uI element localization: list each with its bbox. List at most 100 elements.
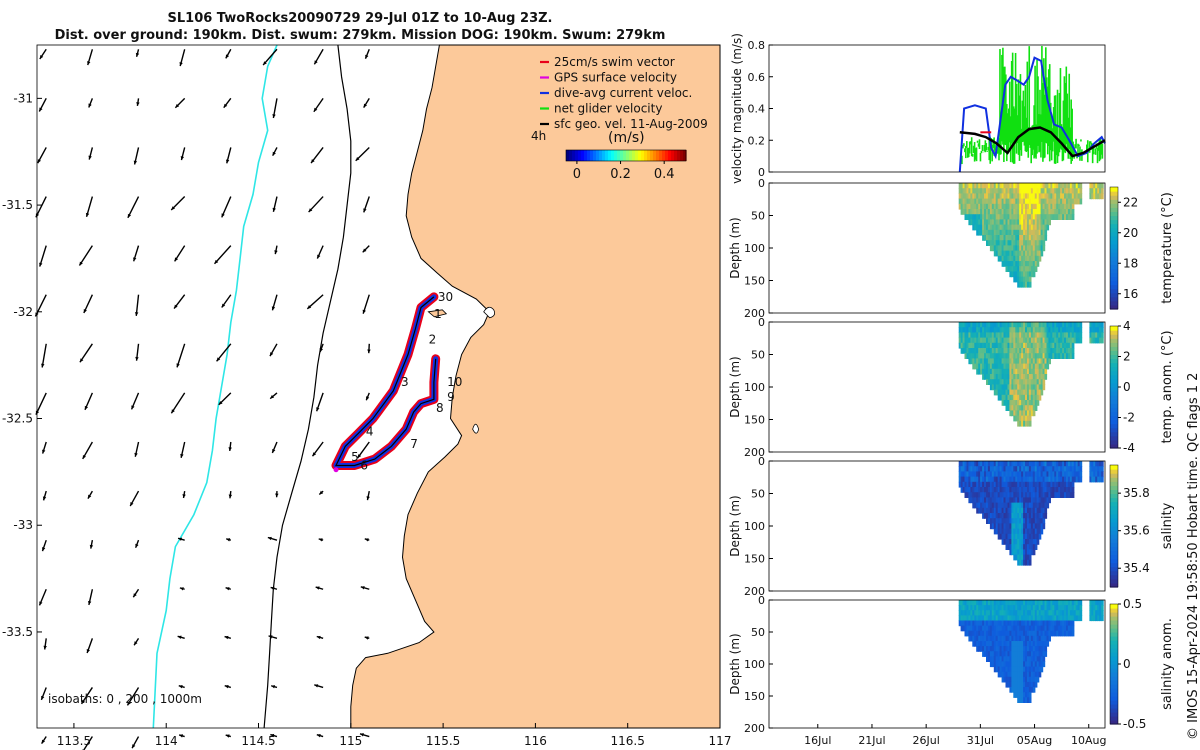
section-cell [1005, 240, 1009, 246]
glider-track [335, 296, 437, 467]
section-cell [984, 374, 987, 380]
section-cell [1009, 676, 1012, 683]
colorbar-cell [1110, 374, 1118, 380]
section-cell [1036, 476, 1040, 483]
colorbar-cell [1110, 570, 1118, 576]
section-cell [1013, 266, 1016, 272]
colorbar-cell [635, 150, 639, 161]
section-cell [1036, 523, 1040, 530]
section-cell [1005, 471, 1009, 478]
section-cell [970, 487, 973, 493]
section-cell [1015, 332, 1018, 339]
section-cell [1030, 502, 1034, 509]
section-cell [1013, 394, 1016, 401]
section-cell [1067, 183, 1071, 189]
colorbar-cell [1110, 640, 1118, 645]
section-cell [1019, 471, 1022, 478]
section-cell [978, 641, 981, 647]
section-cell [1032, 630, 1036, 637]
section-cell [991, 620, 995, 627]
section-cell [1079, 322, 1083, 328]
section-cell [1091, 193, 1094, 200]
section-cell [980, 363, 983, 370]
section-cell [960, 466, 964, 472]
section-cell [1030, 461, 1034, 467]
current-arrow-head [87, 601, 92, 605]
section-cell [1003, 497, 1007, 504]
section-cell [1001, 476, 1005, 483]
section-cell [1066, 214, 1069, 220]
section-cell [974, 203, 977, 210]
section-cell [1021, 363, 1024, 370]
section-cell [1011, 250, 1014, 257]
section-cell [995, 513, 999, 519]
section-cell [1003, 183, 1007, 189]
section-cell [1023, 661, 1026, 668]
current-arrow-head [88, 155, 92, 160]
section-cell [1021, 198, 1024, 205]
section-cell [1046, 183, 1050, 189]
section-cell [980, 337, 983, 344]
section-cell [1048, 322, 1051, 328]
section-cell [1060, 337, 1063, 344]
section-cell [1023, 671, 1026, 678]
section-cell [1101, 605, 1104, 611]
section-cell [1011, 389, 1014, 396]
section-cell [1019, 533, 1022, 540]
section-cell [1099, 322, 1102, 328]
current-arrow-head [364, 538, 369, 542]
section-cell [1021, 610, 1024, 616]
section-cell [972, 219, 975, 226]
section-cell [968, 471, 971, 478]
section-cell [1069, 198, 1073, 205]
section-cell [1027, 389, 1030, 396]
section-cell [1056, 630, 1059, 637]
section-cell [1017, 337, 1020, 344]
section-cell [1030, 600, 1034, 606]
section-cell [1091, 466, 1094, 472]
section-cell [1030, 518, 1034, 524]
colorbar-cell [662, 150, 666, 161]
section-cell [1007, 646, 1011, 652]
section-cell [1025, 502, 1028, 509]
section-cell [1079, 188, 1083, 194]
section-cell [989, 224, 993, 231]
section-cell [995, 322, 999, 328]
section-cell [999, 374, 1003, 380]
section-cell [1023, 620, 1026, 627]
section-cell [974, 198, 977, 205]
section-cell [1019, 348, 1022, 354]
colorbar-cell [1110, 239, 1118, 245]
section-cell [1038, 513, 1042, 519]
section-cell [1044, 322, 1048, 328]
section-cell [1042, 235, 1046, 241]
section-cell [1009, 224, 1012, 231]
section-cell [1028, 641, 1032, 647]
section-cell [1066, 492, 1069, 498]
colorbar-cell [1110, 284, 1118, 290]
section-cell [1060, 209, 1063, 215]
section-cell [966, 209, 970, 215]
section-cell [1066, 348, 1069, 354]
section-cell [1019, 374, 1022, 380]
section-cell [1056, 610, 1059, 616]
section-cell [1025, 481, 1028, 488]
section-cell [1030, 466, 1034, 472]
section-cell [1030, 492, 1034, 498]
section-cell [1025, 203, 1028, 210]
section-cell [1054, 492, 1057, 498]
section-cell [1058, 209, 1061, 215]
section-cell [1005, 502, 1009, 509]
section-cell [1001, 379, 1005, 385]
section-cell [968, 610, 971, 616]
section-cell [976, 193, 979, 200]
section-cell [1069, 610, 1073, 616]
section-cell [1005, 188, 1009, 194]
colorbar-cell [1110, 292, 1118, 298]
section-cell [978, 600, 981, 606]
section-cell [1075, 322, 1079, 328]
section-cell [1017, 219, 1020, 226]
section-cell [999, 229, 1003, 236]
section-cell [1046, 471, 1050, 478]
